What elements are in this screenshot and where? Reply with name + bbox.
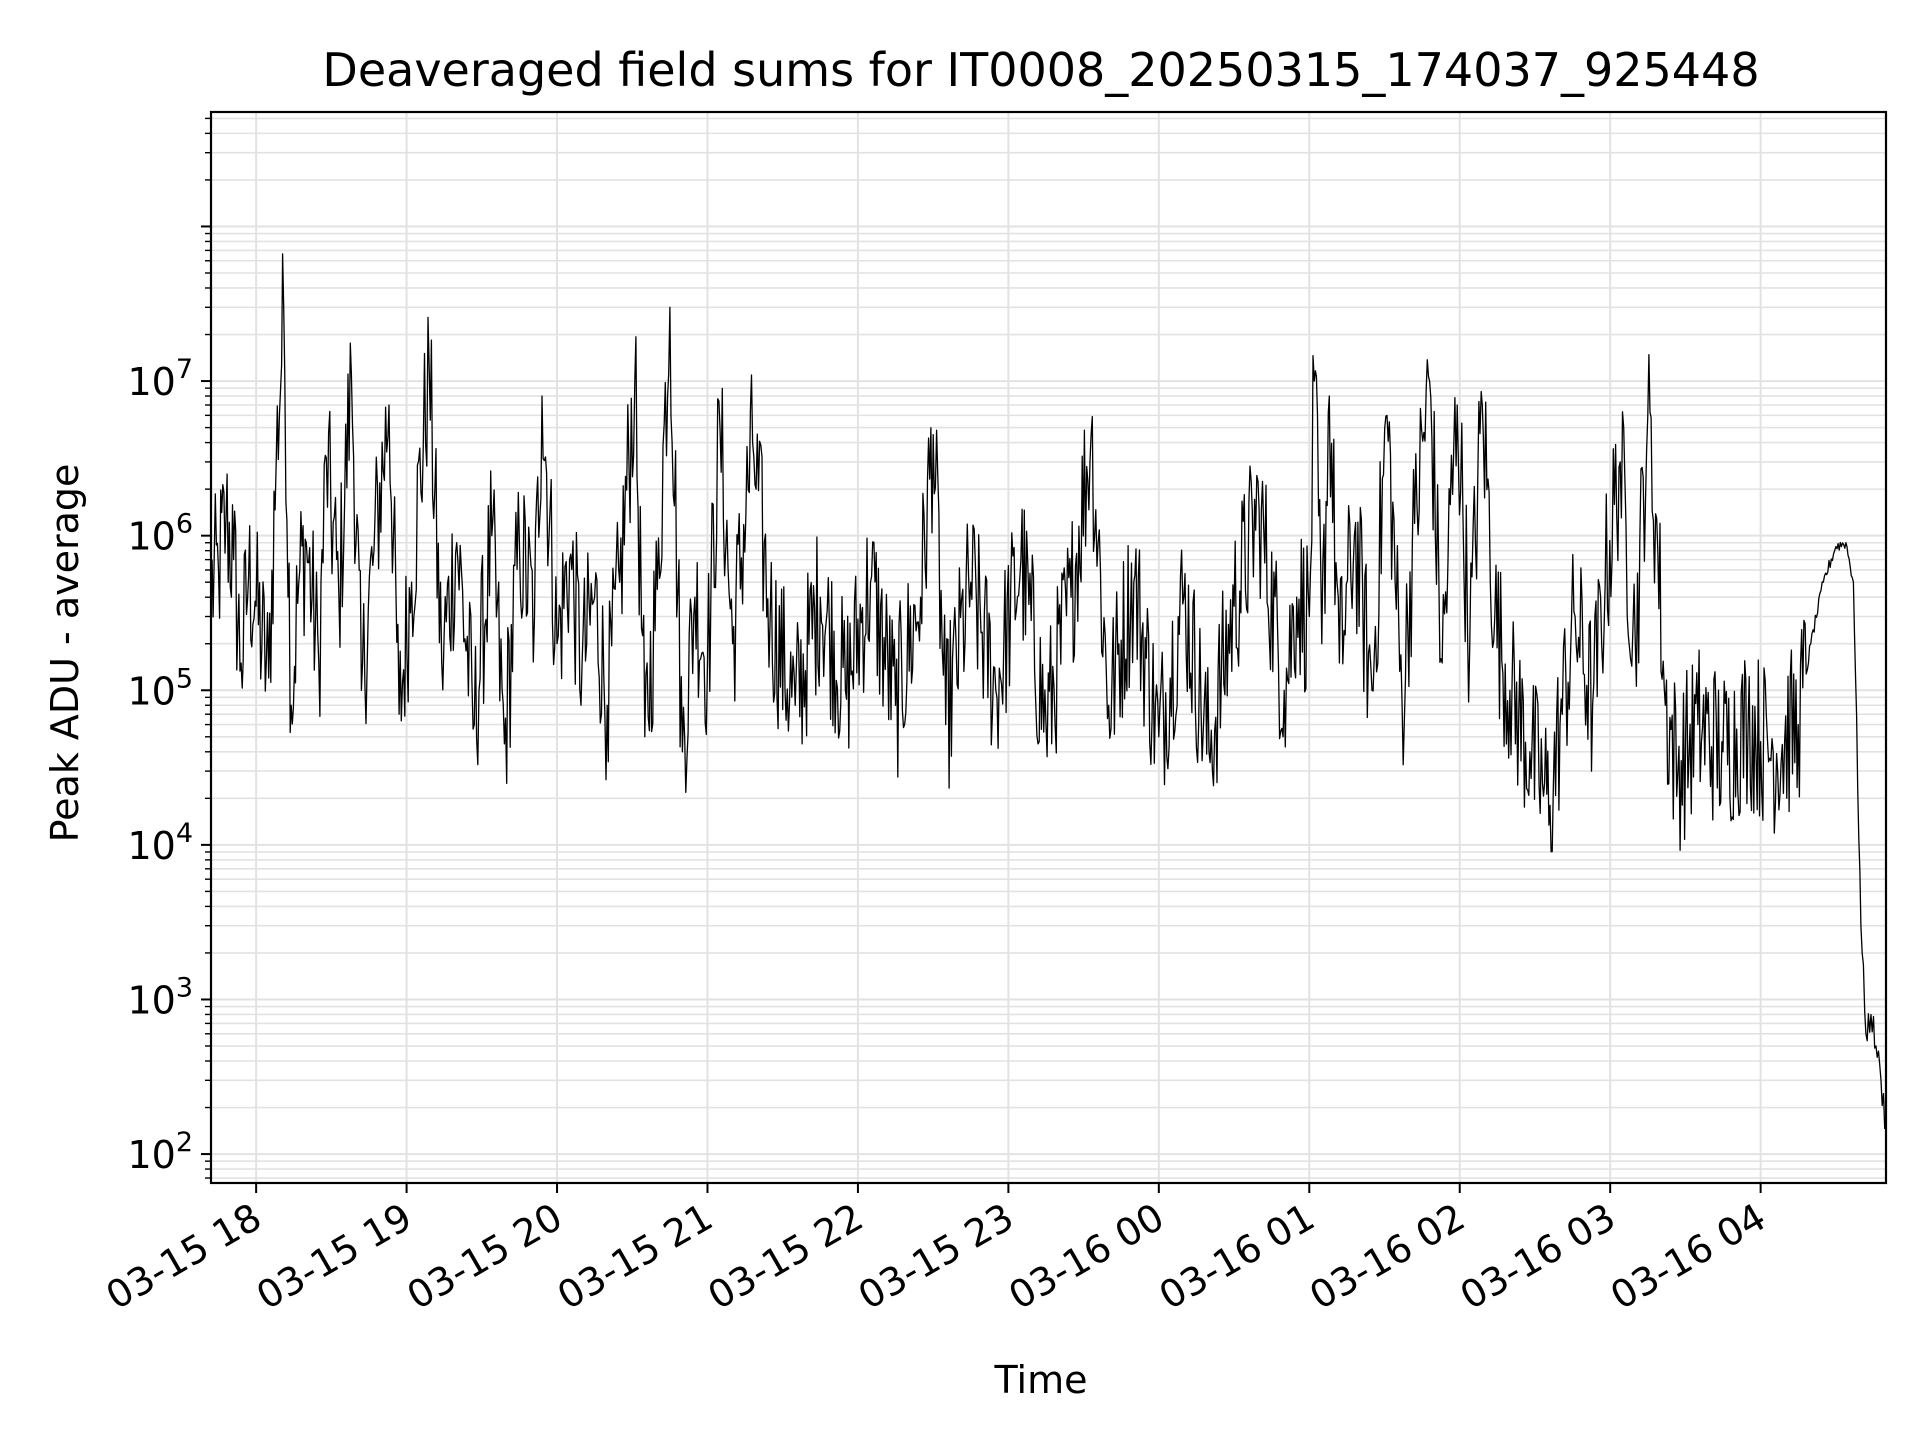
- y-axis-label: Peak ADU - average: [43, 464, 87, 843]
- x-axis-label: Time: [994, 1358, 1088, 1402]
- chart-title: Deaveraged field sums for IT0008_2025031…: [322, 43, 1759, 97]
